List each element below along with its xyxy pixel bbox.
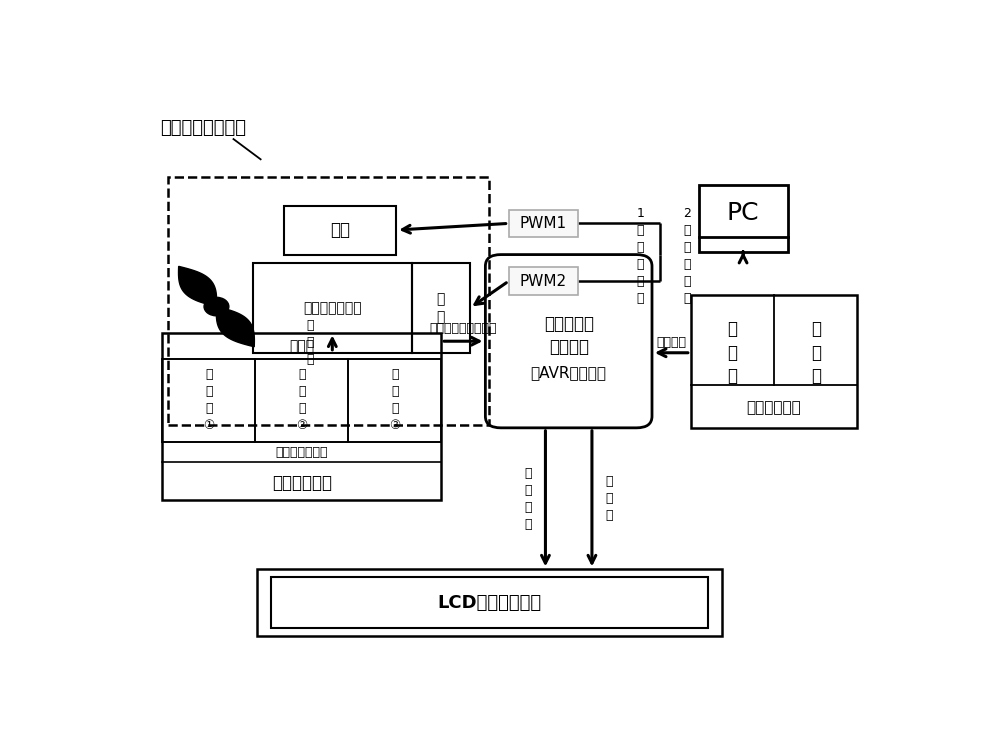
Text: 数据处理与: 数据处理与 — [544, 315, 594, 333]
Polygon shape — [216, 307, 254, 347]
Text: LCD液晶显示模块: LCD液晶显示模块 — [437, 593, 541, 611]
Text: 测
量
参
数: 测 量 参 数 — [525, 466, 532, 530]
Bar — [168, 177, 489, 425]
Text: 杆
位
値: 杆 位 値 — [605, 475, 613, 522]
Text: （AVR单片机）: （AVR单片机） — [531, 365, 607, 380]
Text: 变
距
杆: 变 距 杆 — [727, 320, 737, 386]
Bar — [255, 358, 348, 442]
Text: 应
变
梁
③: 应 变 梁 ③ — [389, 368, 400, 433]
Text: PWM2: PWM2 — [520, 274, 567, 289]
Text: PWM1: PWM1 — [520, 216, 567, 231]
Text: 数据采集模块: 数据采集模块 — [272, 474, 332, 492]
Polygon shape — [179, 266, 217, 307]
Bar — [698, 185, 788, 252]
Text: 电压电流传感器: 电压电流传感器 — [275, 446, 328, 459]
Bar — [162, 332, 441, 500]
Text: 1
路
控
制
信
号: 1 路 控 制 信 号 — [636, 207, 644, 305]
Bar — [509, 267, 578, 295]
Text: 杆位输入模块: 杆位输入模块 — [747, 400, 801, 416]
Bar — [348, 358, 441, 442]
Text: 光电门: 光电门 — [289, 339, 314, 352]
Bar — [271, 578, 708, 628]
Text: 可变距无刷电机: 可变距无刷电机 — [303, 301, 362, 315]
Text: 可变距电动力装置: 可变距电动力装置 — [160, 119, 246, 137]
Text: 应
叔
梁
②: 应 叔 梁 ② — [296, 368, 307, 433]
Text: 应
变
梁
①: 应 变 梁 ① — [203, 368, 214, 433]
Text: 油
门
杆: 油 门 杆 — [811, 320, 821, 386]
Bar — [162, 358, 255, 442]
Bar — [253, 263, 412, 352]
Text: 电
调: 电 调 — [437, 292, 445, 324]
Bar — [691, 295, 857, 427]
Bar — [284, 206, 396, 254]
Bar — [257, 569, 722, 636]
Circle shape — [204, 297, 229, 316]
Bar — [509, 209, 578, 237]
Bar — [412, 263, 470, 352]
Text: 传感器采集的电信号: 传感器采集的电信号 — [430, 322, 497, 335]
Text: 2
路
控
制
信
号: 2 路 控 制 信 号 — [683, 207, 691, 305]
Text: PC: PC — [727, 201, 759, 225]
Text: 舐机: 舐机 — [330, 221, 350, 239]
Text: 被
测
量: 被 测 量 — [307, 320, 314, 366]
Text: 控制模块: 控制模块 — [549, 338, 589, 356]
Text: 杆位信号: 杆位信号 — [656, 336, 686, 349]
